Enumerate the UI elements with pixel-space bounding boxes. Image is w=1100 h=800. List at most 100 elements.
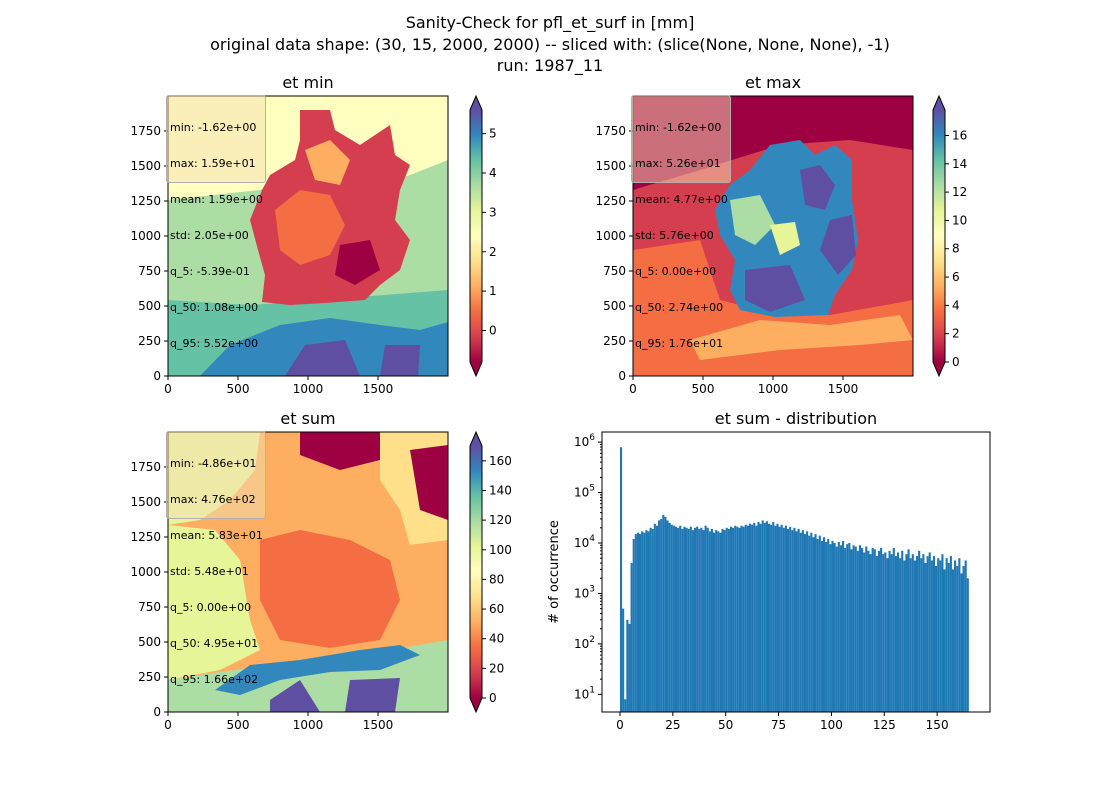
x-tick-label: 0 bbox=[629, 382, 637, 396]
histogram-bar bbox=[708, 531, 711, 712]
histogram-bar bbox=[951, 569, 955, 712]
histogram-bar bbox=[926, 556, 929, 712]
histogram-bar bbox=[930, 560, 933, 712]
histogram-bar bbox=[928, 552, 931, 712]
y-tick-label: 250 bbox=[138, 334, 161, 348]
colorbar-tick-label: 140 bbox=[489, 483, 512, 497]
histogram-bar bbox=[677, 527, 680, 712]
histogram-bar bbox=[865, 546, 868, 712]
histogram-bar bbox=[896, 552, 900, 712]
y-tick-label: 1000 bbox=[130, 565, 161, 579]
histogram-bar bbox=[729, 526, 733, 712]
histogram-bar bbox=[734, 525, 737, 712]
histogram-bar bbox=[886, 558, 889, 712]
panel-title-et-max: et max bbox=[745, 73, 801, 92]
histogram-bar bbox=[841, 540, 845, 712]
histogram-bar bbox=[829, 544, 832, 712]
histogram-bar bbox=[935, 565, 938, 712]
stat-q50: q_50: 1.08e+00 bbox=[170, 301, 259, 314]
colorbar-tick-label: 100 bbox=[489, 543, 512, 557]
histogram-bar bbox=[890, 554, 893, 712]
y-tick-label: 1000 bbox=[130, 229, 161, 243]
colorbar-tick-label: 40 bbox=[489, 632, 504, 646]
histogram-bar bbox=[831, 540, 834, 712]
y-tick-label: 103 bbox=[574, 584, 595, 600]
histogram-bar bbox=[744, 524, 747, 712]
histogram-bar bbox=[880, 547, 883, 712]
histogram-bar bbox=[670, 524, 673, 712]
stat-q50: q_50: 4.95e+01 bbox=[170, 637, 259, 650]
histogram-bar bbox=[924, 563, 927, 712]
colorbar-extend-bottom-et-sum bbox=[470, 698, 482, 712]
axes-ticks-distribution: 0 25 50 75 100 125 150 101 102 103 104 105 106 bbox=[574, 433, 949, 732]
histogram-bar bbox=[892, 547, 895, 712]
y-tick-label: 1500 bbox=[595, 159, 626, 173]
histogram-bar bbox=[634, 534, 637, 712]
histogram-bar bbox=[751, 524, 754, 712]
histogram-bar bbox=[873, 549, 876, 712]
stats-box-et-sum: min: -4.86e+01 max: 4.76e+02 mean: 5.83e… bbox=[166, 431, 266, 686]
histogram-bar bbox=[793, 527, 796, 712]
histogram-bar bbox=[808, 535, 811, 712]
histogram-bar bbox=[877, 550, 881, 712]
heatmap-et-max bbox=[633, 96, 913, 376]
y-tick-label: 750 bbox=[138, 600, 161, 614]
histogram-bar bbox=[767, 523, 771, 712]
axes-ticks-et-min: 0 500 1000 1500 0 250 500 750 1000 1250 1500 1750 bbox=[130, 124, 393, 396]
colorbar-extend-top-et-max bbox=[933, 96, 945, 110]
y-tick-label: 500 bbox=[138, 299, 161, 313]
y-tick-label: 0 bbox=[618, 369, 626, 383]
panel-title-et-sum: et sum bbox=[280, 409, 335, 428]
y-tick-label: 106 bbox=[574, 433, 595, 449]
histogram-bar bbox=[681, 528, 684, 712]
stat-q5: q_5: -5.39e-01 bbox=[170, 265, 250, 278]
colorbar-tick-label: 0 bbox=[489, 324, 497, 338]
histogram-bar bbox=[858, 545, 862, 712]
histogram-bar bbox=[723, 530, 726, 712]
colorbar-et-sum bbox=[470, 446, 482, 698]
histogram-bar bbox=[797, 528, 800, 712]
x-tick-label: 75 bbox=[771, 718, 786, 732]
heatmap-et-min bbox=[168, 96, 448, 376]
histogram-bar bbox=[875, 556, 878, 712]
histogram-bar bbox=[806, 531, 809, 712]
x-tick-label: 1000 bbox=[293, 382, 324, 396]
histogram-bar bbox=[846, 544, 849, 712]
histogram-bar bbox=[922, 554, 925, 712]
histogram-bar bbox=[774, 525, 777, 712]
histogram-bar bbox=[915, 556, 919, 712]
histogram-bar bbox=[710, 528, 714, 712]
panel-title-distribution: et sum - distribution bbox=[715, 409, 877, 428]
histogram-bar bbox=[619, 447, 623, 712]
histogram-bar bbox=[789, 526, 792, 712]
stat-mean: mean: 4.77e+00 bbox=[635, 193, 728, 206]
x-tick-label: 1500 bbox=[363, 382, 394, 396]
y-tick-label: 0 bbox=[153, 369, 161, 383]
histogram-bar bbox=[787, 528, 790, 712]
x-tick-label: 25 bbox=[665, 718, 680, 732]
histogram-bar bbox=[715, 530, 718, 712]
y-tick-label: 250 bbox=[138, 670, 161, 684]
histogram-bar bbox=[814, 534, 817, 712]
x-tick-label: 50 bbox=[718, 718, 733, 732]
histogram-bar bbox=[905, 554, 908, 712]
histogram-bar bbox=[943, 569, 946, 712]
histogram-bar bbox=[679, 525, 682, 712]
histogram-bar bbox=[835, 546, 838, 712]
stat-max: max: 1.59e+01 bbox=[170, 157, 256, 170]
y-tick-label: 1500 bbox=[130, 159, 161, 173]
colorbar-tick-label: 1 bbox=[489, 284, 497, 298]
histogram-bar bbox=[736, 526, 739, 712]
histogram-bar bbox=[803, 534, 807, 712]
histogram-bar bbox=[795, 531, 798, 712]
histogram-bar bbox=[884, 552, 887, 712]
histogram-bar bbox=[653, 523, 656, 712]
stat-q95: q_95: 5.52e+00 bbox=[170, 337, 259, 350]
y-tick-label: 1750 bbox=[130, 460, 161, 474]
figure-title-line-1: Sanity-Check for pfl_et_surf in [mm] bbox=[405, 13, 695, 32]
colorbar-tick-label: 20 bbox=[489, 661, 504, 675]
histogram-bar bbox=[746, 525, 749, 712]
y-tick-label: 750 bbox=[603, 264, 626, 278]
histogram-bar bbox=[655, 525, 659, 712]
